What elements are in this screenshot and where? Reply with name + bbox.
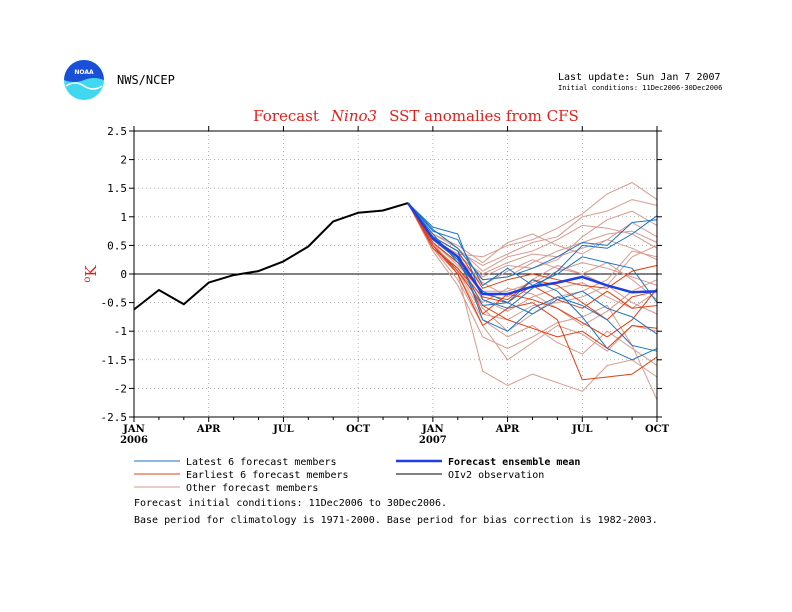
y-tick-label: 2.5 [107,125,127,138]
y-tick-label: 2 [120,154,127,167]
chart-title: Forecast Nino3 SST anomalies from CFS [253,107,579,125]
title-region: Nino3 [330,107,377,125]
legend-label-mean: Forecast ensemble mean [448,457,580,468]
initial-conditions-short: Initial conditions: 11Dec2006-30Dec2006 [558,84,722,92]
series-latest-member [407,202,658,335]
x-tick-label: JUL [272,424,293,435]
x-tick-year: 2007 [419,435,447,446]
series-other-member [407,202,658,332]
footer-line-1: Forecast initial conditions: 11Dec2006 t… [134,498,447,509]
footer-line-2: Base period for climatology is 1971-2000… [134,515,658,526]
series-earliest-member [407,202,658,309]
y-tick-label: -1 [114,325,127,338]
y-tick-label: 0.5 [107,239,127,252]
y-tick-label: 0 [120,268,127,281]
ylabel-degree: o [82,277,93,283]
y-axis-label: oK [82,265,100,283]
y-tick-label: -2.5 [101,411,128,424]
y-tick-label: -2 [114,382,127,395]
y-tick-label: 1 [120,211,127,224]
ylabel-unit: K [82,265,100,277]
legend-label-latest: Latest 6 forecast members [186,457,337,468]
title-suffix: SST anomalies from CFS [389,107,579,125]
logo-text: NOAA [74,69,94,76]
series-other-member [407,182,658,258]
series-other-member [407,202,658,401]
series-earliest-member [407,202,658,381]
series-other-member [407,202,658,361]
legend-label-obs: OIv2 observation [448,470,544,481]
y-tick-label: -0.5 [101,297,128,310]
series-latest-member [407,202,658,352]
x-tick-label: JAN [122,424,145,435]
x-tick-year: 2006 [120,435,148,446]
x-tick-label: JUL [571,424,592,435]
series-other-member [407,202,658,292]
series-other-member [407,202,658,392]
series-other-member [407,202,658,366]
agency-label: NWS/NCEP [117,73,175,87]
x-tick-label: OCT [346,424,371,435]
x-tick-label: OCT [645,424,670,435]
x-tick-label: APR [196,424,221,435]
legend-label-earliest: Earliest 6 forecast members [186,470,349,481]
y-tick-label: -1.5 [101,354,128,367]
legend: Latest 6 forecast members Earliest 6 for… [134,457,580,494]
y-tick-label: 1.5 [107,182,127,195]
series-earliest-member [407,202,658,349]
noaa-logo: NOAA [64,60,104,100]
series-ensemble-mean [406,202,658,296]
x-tick-label: APR [495,424,520,435]
title-prefix: Forecast [253,107,319,125]
last-update: Last update: Sun Jan 7 2007 [558,72,721,83]
series-latest-member [407,202,658,281]
series-observation [133,202,409,311]
plot-frame [133,130,658,418]
series-other-member [407,202,658,326]
series-other-member [407,202,658,272]
series-earliest-member [407,202,658,338]
legend-label-other: Other forecast members [186,483,318,494]
series-latest-member [407,202,658,309]
x-tick-label: JAN [421,424,444,435]
